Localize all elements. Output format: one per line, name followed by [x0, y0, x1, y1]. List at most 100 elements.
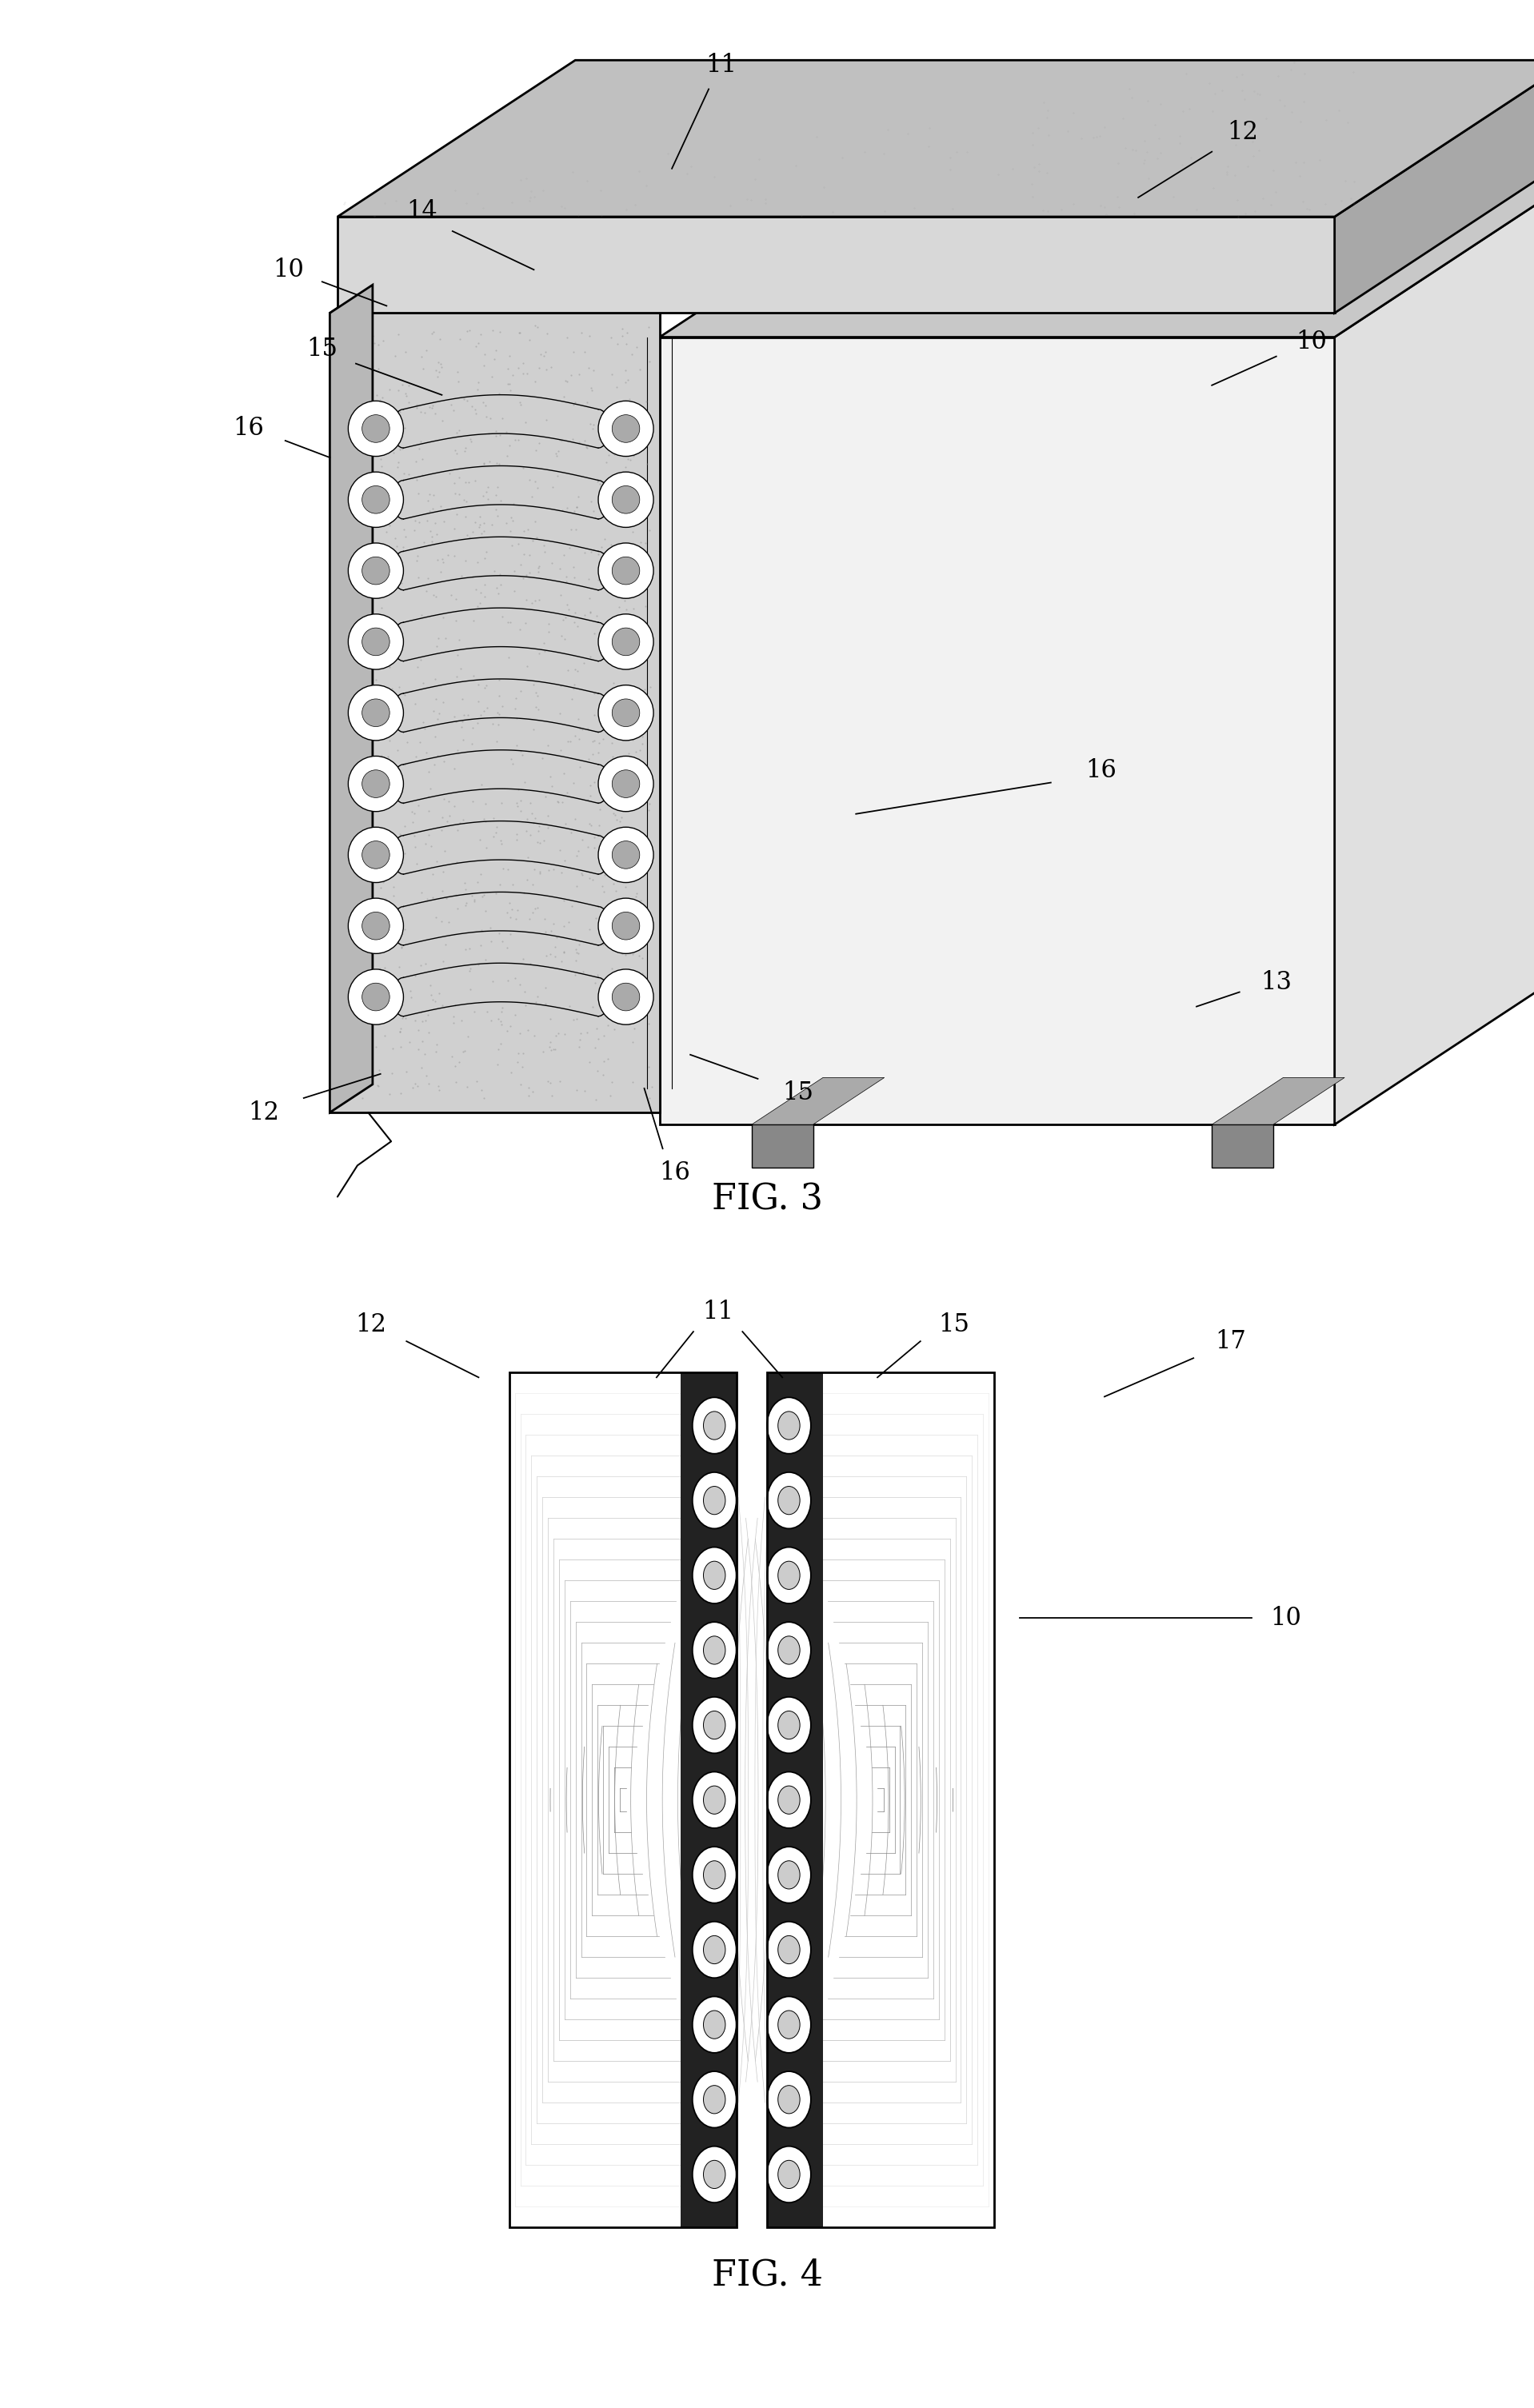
Point	[433, 831, 457, 869]
Point	[627, 732, 652, 771]
Point	[367, 325, 391, 364]
Point	[532, 898, 557, 937]
Point	[580, 371, 604, 409]
Point	[407, 474, 431, 513]
Ellipse shape	[778, 1486, 799, 1515]
Point	[603, 872, 627, 910]
Point	[373, 949, 397, 987]
Point	[443, 580, 468, 619]
Point	[442, 510, 466, 549]
Point	[344, 759, 368, 797]
Point	[423, 1033, 448, 1072]
Ellipse shape	[778, 1411, 799, 1440]
Point	[514, 580, 538, 619]
Point	[468, 821, 492, 860]
Point	[350, 968, 374, 1007]
Point	[393, 455, 417, 494]
Ellipse shape	[362, 628, 390, 655]
Point	[430, 903, 454, 942]
Point	[532, 337, 557, 376]
Point	[515, 838, 540, 877]
Point	[437, 797, 462, 836]
Point	[518, 944, 543, 982]
Point	[446, 458, 471, 496]
Point	[364, 1028, 388, 1067]
Point	[577, 804, 601, 843]
Point	[488, 677, 512, 715]
Point	[598, 761, 623, 799]
Point	[606, 542, 630, 580]
Point	[528, 824, 552, 862]
Point	[359, 722, 384, 761]
Point	[465, 588, 489, 626]
Point	[405, 1067, 430, 1105]
Point	[471, 510, 495, 549]
Point	[370, 378, 394, 417]
Point	[532, 631, 557, 669]
Point	[584, 898, 609, 937]
Point	[522, 804, 546, 843]
Point	[364, 407, 388, 445]
Point	[557, 987, 581, 1026]
Point	[611, 934, 635, 973]
Ellipse shape	[612, 771, 640, 797]
Point	[483, 874, 508, 913]
Point	[578, 638, 603, 677]
Point	[615, 361, 640, 400]
Point	[453, 431, 477, 470]
Point	[612, 703, 637, 742]
Point	[354, 631, 379, 669]
Ellipse shape	[767, 1397, 811, 1454]
Ellipse shape	[778, 1936, 799, 1965]
Point	[337, 332, 362, 371]
Point	[617, 966, 641, 1004]
Point	[337, 571, 362, 609]
Point	[479, 400, 503, 438]
Point	[575, 559, 600, 597]
Point	[347, 790, 371, 828]
Point	[592, 520, 617, 559]
Point	[420, 477, 445, 515]
Point	[572, 332, 597, 371]
Point	[468, 496, 492, 535]
Point	[495, 850, 520, 889]
Point	[367, 407, 391, 445]
Point	[440, 1004, 465, 1043]
Point	[526, 811, 551, 850]
Ellipse shape	[362, 982, 390, 1011]
Point	[439, 1038, 463, 1076]
Polygon shape	[330, 313, 660, 1112]
Point	[454, 496, 479, 535]
Point	[474, 667, 499, 706]
Point	[620, 1062, 644, 1100]
Point	[578, 405, 603, 443]
Point	[572, 1072, 597, 1110]
Point	[462, 881, 486, 920]
Point	[603, 795, 627, 833]
Point	[370, 968, 394, 1007]
Point	[563, 559, 588, 597]
Point	[545, 1016, 569, 1055]
Point	[517, 1069, 542, 1108]
Point	[538, 1031, 563, 1069]
Point	[356, 689, 380, 727]
Point	[592, 872, 617, 910]
Point	[446, 621, 471, 660]
Point	[356, 727, 380, 766]
Point	[368, 380, 393, 419]
Point	[548, 831, 572, 869]
Point	[586, 1019, 611, 1057]
Point	[414, 944, 439, 982]
Point	[509, 732, 534, 771]
Point	[548, 1062, 572, 1100]
Point	[347, 872, 371, 910]
Point	[537, 850, 561, 889]
Point	[449, 708, 474, 746]
Point	[561, 763, 586, 802]
Point	[350, 843, 374, 881]
Point	[598, 759, 623, 797]
Point	[353, 539, 377, 578]
Point	[460, 877, 485, 915]
Point	[629, 828, 653, 867]
Ellipse shape	[778, 1635, 799, 1664]
